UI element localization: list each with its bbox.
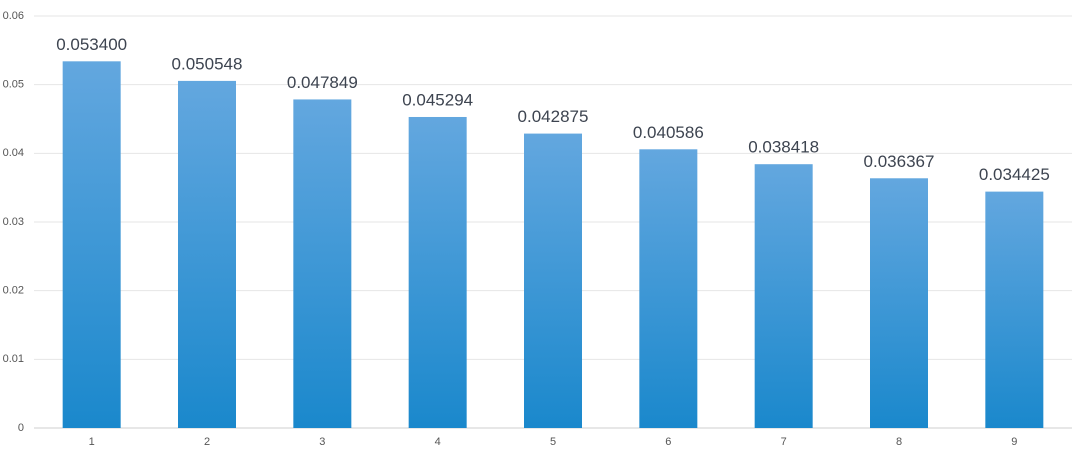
value-label: 0.034425	[979, 165, 1050, 184]
bar	[408, 116, 467, 428]
bar	[639, 149, 698, 429]
x-tick-label: 3	[319, 436, 325, 448]
bar	[754, 164, 813, 428]
x-tick-label: 2	[204, 436, 210, 448]
y-tick-label: 0.01	[3, 353, 24, 365]
y-tick-label: 0.05	[3, 79, 24, 91]
bar	[524, 133, 582, 428]
value-label: 0.047849	[287, 73, 358, 92]
value-label: 0.045294	[402, 90, 473, 109]
x-tick-label: 7	[781, 436, 787, 448]
x-tick-label: 8	[896, 436, 902, 448]
bar	[178, 80, 236, 428]
bar	[985, 191, 1044, 428]
x-tick-label: 1	[89, 436, 95, 448]
x-tick-label: 9	[1011, 436, 1017, 448]
bar	[293, 99, 352, 429]
x-tick-label: 5	[550, 436, 556, 448]
value-label: 0.053400	[56, 35, 127, 54]
bar	[870, 178, 928, 428]
y-tick-label: 0.06	[3, 10, 24, 22]
value-label: 0.042875	[518, 107, 589, 126]
value-label: 0.040586	[633, 123, 704, 142]
x-tick-label: 4	[435, 436, 441, 448]
value-label: 0.036367	[864, 152, 935, 171]
y-tick-label: 0.04	[3, 147, 24, 159]
y-tick-label: 0.02	[3, 285, 24, 297]
value-label: 0.038418	[748, 138, 819, 157]
value-label: 0.050548	[172, 54, 243, 73]
x-tick-label: 6	[665, 436, 671, 448]
bar	[62, 61, 121, 428]
y-tick-label: 0	[18, 422, 24, 434]
y-tick-label: 0.03	[3, 216, 24, 228]
